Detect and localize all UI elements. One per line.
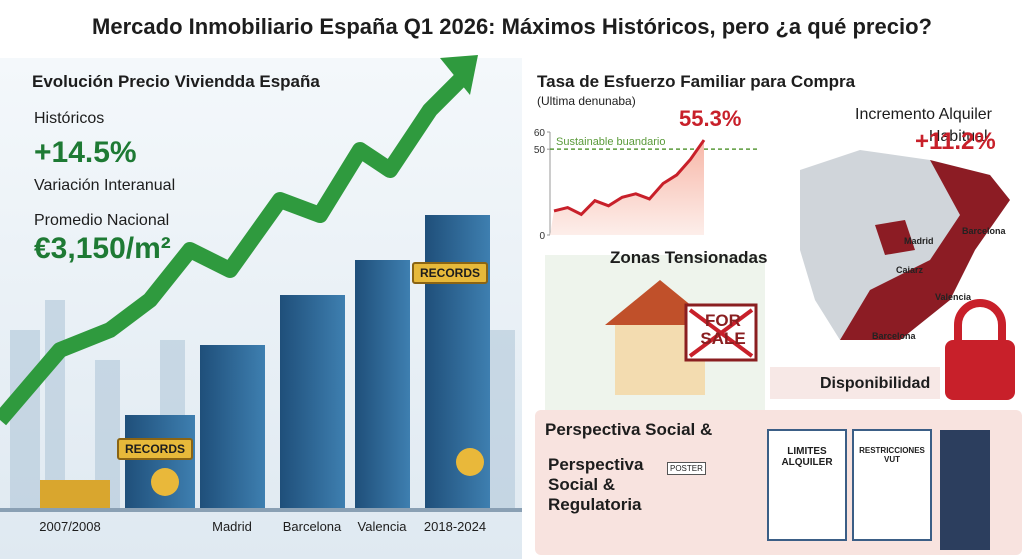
annotation: 55.3% [679,106,741,131]
category-label: 2018-2024 [423,519,487,534]
rent-label: Incremento Alquiler Habitual: [855,106,992,145]
rent-value: +11.2% [915,128,996,155]
line-area [550,140,704,235]
threshold-label: Sustainable buandario [556,136,665,148]
y-tick-label: 0 [539,231,545,242]
social-title: Perspectiva Social & Regulatoria [548,455,644,514]
poster: POSTER [667,462,706,475]
availability: Disponibilidad [820,375,931,392]
map-label: Barcelona [962,226,1006,236]
page-title: Mercado Inmobiliario España Q1 2026: Máx… [92,14,932,39]
map-label: Madrid [904,236,934,246]
chart-subtitle: (Ultima denunaba) [537,94,636,108]
badge: RECORDS [412,262,489,284]
category-label: Barcelona [282,519,342,534]
category-label: Madrid [212,519,252,534]
zones-title: Zonas Tensionadas [610,248,768,267]
map-label: Valencia [935,292,972,302]
stat-caption: Variación Interanual [34,177,176,194]
category-label: Valencia [357,519,407,534]
document-title: LIMITES ALQUILER [781,446,833,468]
y-tick-label: 50 [534,145,546,156]
stat-label: Históricos [34,110,105,127]
line [553,139,706,217]
buildings [40,215,490,510]
stat-label: Promedio Nacional [34,212,170,229]
badge: RECORDS [117,438,194,460]
stat-value: +14.5% [34,136,137,169]
map-label: Caiarz [896,265,924,275]
arrow-head [440,55,478,95]
sale-sign: FOR SALE [700,311,746,348]
chart-title: Tasa de Esfuerzo Familiar para Compra [537,72,856,91]
y-tick-label: 60 [534,128,546,139]
stat-value: €3,150/m² [34,232,171,265]
social-heading: Perspectiva Social & [545,420,713,439]
panel-title: Evolución Precio Viviendda España [32,72,320,91]
trend-arrow [0,74,466,426]
map-label: Barcelona [872,331,916,341]
document-title: RESTRICCIONES VUT [859,446,925,464]
category-label: 2007/2008 [39,519,101,534]
